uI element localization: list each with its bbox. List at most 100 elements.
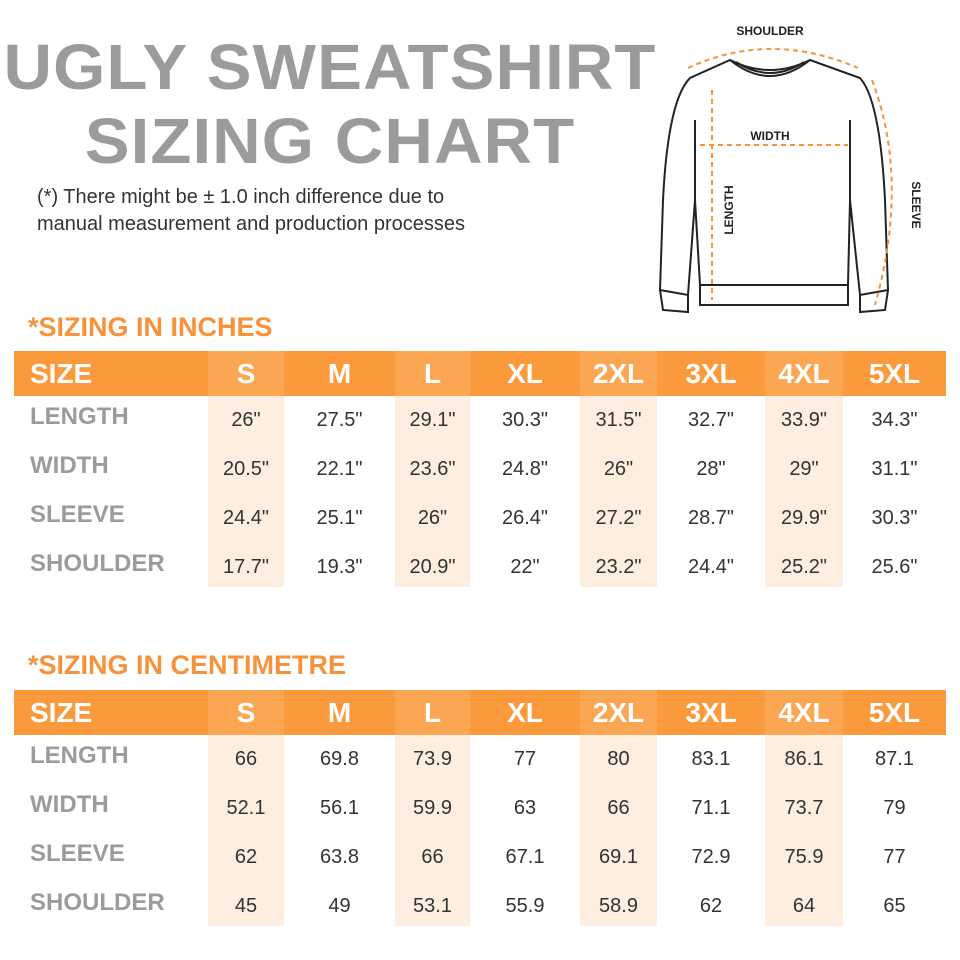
table-cell: 66 bbox=[607, 797, 630, 819]
title-line-2: SIZING CHART bbox=[84, 105, 576, 177]
header-shade bbox=[395, 351, 470, 396]
table-cell: 19.3" bbox=[316, 556, 363, 578]
table-cell: 66 bbox=[421, 846, 444, 868]
column-shade bbox=[580, 735, 657, 926]
header-shade bbox=[580, 690, 657, 735]
header-shade bbox=[765, 690, 843, 735]
table-cell: 25.1" bbox=[316, 507, 363, 529]
measurement-note: (*) There might be ± 1.0 inch difference… bbox=[37, 184, 465, 238]
column-shade bbox=[208, 396, 284, 587]
table-cell: 34.3" bbox=[871, 409, 918, 431]
table-cell: 62 bbox=[234, 846, 258, 868]
table-cell: 63.8 bbox=[320, 846, 359, 868]
table-cell: 79 bbox=[883, 797, 906, 819]
table-cell: 62 bbox=[699, 895, 723, 917]
table-cell: 25.6" bbox=[871, 556, 918, 578]
size-column-header: S bbox=[236, 358, 256, 389]
table-cell: 24.8" bbox=[501, 458, 549, 480]
table-cell: 26" bbox=[231, 409, 261, 431]
table-cell: 55.9 bbox=[505, 895, 545, 917]
table-cell: 31.5" bbox=[595, 409, 642, 431]
table-cell: 26" bbox=[603, 458, 634, 480]
table-cell: 66 bbox=[234, 748, 258, 770]
table-cell: 71.1 bbox=[691, 797, 731, 819]
table-cell: 87.1 bbox=[875, 748, 914, 770]
row-label: WIDTH bbox=[30, 791, 109, 818]
size-column-header: 2XL bbox=[592, 358, 645, 389]
table-cell: 26.4" bbox=[501, 507, 549, 529]
header-shade bbox=[208, 690, 284, 735]
size-column-header: 4XL bbox=[778, 697, 830, 728]
sleeve-label: SLEEVE bbox=[909, 181, 923, 228]
sizing-table: SIZE S M L XL 2XL 3XL 4XL 5XL LENGTH 66 69.8 73.9 77 8… bbox=[14, 690, 946, 930]
row-label: LENGTH bbox=[30, 742, 129, 769]
table-cell: 24.4" bbox=[222, 507, 270, 529]
table-cell: 20.9" bbox=[409, 556, 456, 578]
table-cell: 29.1" bbox=[409, 409, 456, 431]
table-cell: 73.9 bbox=[413, 748, 452, 770]
size-header: SIZE bbox=[30, 358, 93, 389]
table-cell: 32.7" bbox=[687, 409, 735, 431]
column-shade bbox=[765, 396, 843, 587]
table-cell: 22" bbox=[510, 556, 540, 578]
size-column-header: M bbox=[327, 697, 352, 728]
header-shade bbox=[580, 351, 657, 396]
table-cell: 29" bbox=[789, 458, 819, 480]
sizing-table: SIZE S M L XL 2XL 3XL 4XL 5XL LENGTH 26" 27.5" 29.1"… bbox=[14, 351, 946, 591]
table-cell: 75.9 bbox=[784, 846, 824, 868]
row-label: WIDTH bbox=[30, 452, 109, 479]
length-label: LENGTH bbox=[722, 185, 736, 234]
table-cell: 25.2" bbox=[780, 556, 828, 578]
size-column-header: L bbox=[423, 358, 442, 389]
size-column-header: S bbox=[236, 697, 256, 728]
table-cell: 77 bbox=[513, 748, 537, 770]
size-column-header: 2XL bbox=[592, 697, 645, 728]
table-cell: 23.2" bbox=[595, 556, 642, 578]
table-cell: 29.9" bbox=[780, 507, 828, 529]
table-cell: 17.7" bbox=[222, 556, 270, 578]
table-cell: 69.1 bbox=[599, 846, 638, 868]
table-cell: 49 bbox=[328, 895, 351, 917]
column-shade bbox=[580, 396, 657, 587]
row-label: LENGTH bbox=[30, 403, 129, 430]
size-column-header: 5XL bbox=[868, 697, 921, 728]
column-shade bbox=[208, 735, 284, 926]
size-header: SIZE bbox=[30, 697, 93, 728]
table-cell: 77 bbox=[883, 846, 906, 868]
table-cell: 58.9 bbox=[599, 895, 638, 917]
row-label: SLEEVE bbox=[30, 501, 125, 528]
note-line-1: (*) There might be ± 1.0 inch difference… bbox=[37, 186, 445, 208]
sweatshirt-diagram: SHOULDER WIDTH LENGTH SLEEVE bbox=[658, 24, 923, 314]
note-line-2: manual measurement and production proces… bbox=[37, 213, 466, 235]
title-line-1: UGLY SWEATSHIRT bbox=[3, 31, 657, 103]
table-cell: 69.8 bbox=[320, 748, 359, 770]
header-shade bbox=[765, 351, 843, 396]
size-column-header: 3XL bbox=[685, 697, 737, 728]
column-shade bbox=[395, 396, 470, 587]
table-cell: 67.1 bbox=[505, 846, 545, 868]
column-shade bbox=[395, 735, 470, 926]
table-cell: 86.1 bbox=[784, 748, 824, 770]
table-cell: 28" bbox=[696, 458, 726, 480]
table-cell: 63 bbox=[513, 797, 537, 819]
table-cell: 33.9" bbox=[780, 409, 828, 431]
sweatshirt-outline-icon bbox=[658, 58, 890, 314]
section-title: *SIZING IN INCHES bbox=[28, 312, 273, 342]
table-cell: 80 bbox=[607, 748, 630, 770]
row-label: SHOULDER bbox=[30, 889, 165, 916]
row-label: SHOULDER bbox=[30, 550, 165, 577]
table-cell: 30.3" bbox=[501, 409, 549, 431]
size-column-header: L bbox=[423, 697, 442, 728]
table-cell: 59.9 bbox=[413, 797, 452, 819]
size-column-header: M bbox=[327, 358, 352, 389]
header-shade bbox=[208, 351, 284, 396]
table-cell: 26" bbox=[417, 507, 448, 529]
table-header: SIZE S M L XL 2XL 3XL 4XL 5XL bbox=[14, 351, 946, 396]
table-cell: 53.1 bbox=[413, 895, 452, 917]
table-cell: 65 bbox=[883, 895, 906, 917]
column-shade bbox=[765, 735, 843, 926]
table-cell: 31.1" bbox=[871, 458, 918, 480]
table-cell: 73.7 bbox=[784, 797, 824, 819]
table-header: SIZE S M L XL 2XL 3XL 4XL 5XL bbox=[14, 690, 946, 735]
table-cell: 56.1 bbox=[320, 797, 359, 819]
